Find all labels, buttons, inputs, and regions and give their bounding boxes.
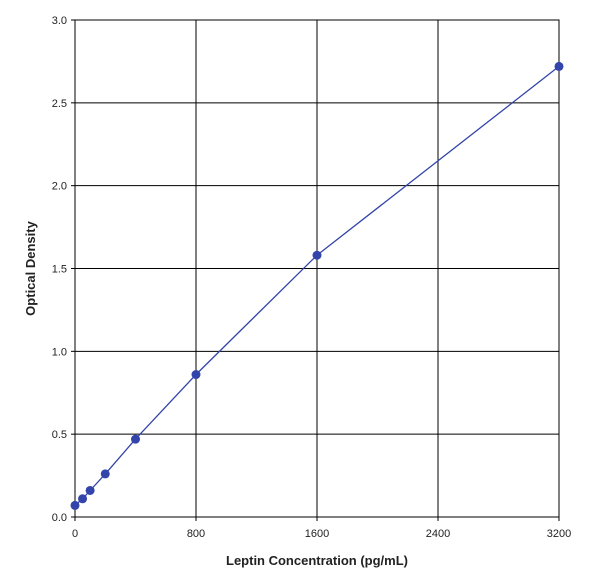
data-point	[85, 485, 95, 495]
x-axis-title: Leptin Concentration (pg/mL)	[226, 553, 408, 568]
data-point	[554, 61, 564, 71]
grid	[75, 20, 559, 517]
y-tick-label: 2.5	[52, 98, 67, 110]
data-point	[312, 250, 322, 260]
x-tick-label: 1600	[305, 528, 329, 540]
data-point	[100, 469, 110, 479]
data-point	[70, 500, 80, 510]
y-tick-label: 3.0	[52, 15, 67, 27]
y-axis-title: Optical Density	[23, 220, 38, 315]
y-tick-label: 2.0	[52, 181, 67, 193]
y-tick-label: 1.0	[52, 346, 67, 358]
x-tick-label: 2400	[426, 528, 450, 540]
data-point	[78, 494, 88, 504]
y-tick-label: 0.0	[52, 512, 67, 524]
x-tick-label: 0	[72, 528, 78, 540]
x-tick-label: 3200	[547, 528, 571, 540]
x-axis-tick-labels: 0 800 1600 2400 3200	[72, 517, 571, 540]
data-point	[131, 434, 140, 444]
y-tick-label: 1.5	[52, 264, 67, 276]
x-tick-label: 800	[187, 528, 205, 540]
y-axis-tick-labels: 0.0 0.5 1.0 1.5 2.0 2.5 3.0	[52, 15, 75, 524]
data-points	[70, 61, 564, 510]
data-point	[191, 370, 201, 380]
y-tick-label: 0.5	[52, 429, 67, 441]
